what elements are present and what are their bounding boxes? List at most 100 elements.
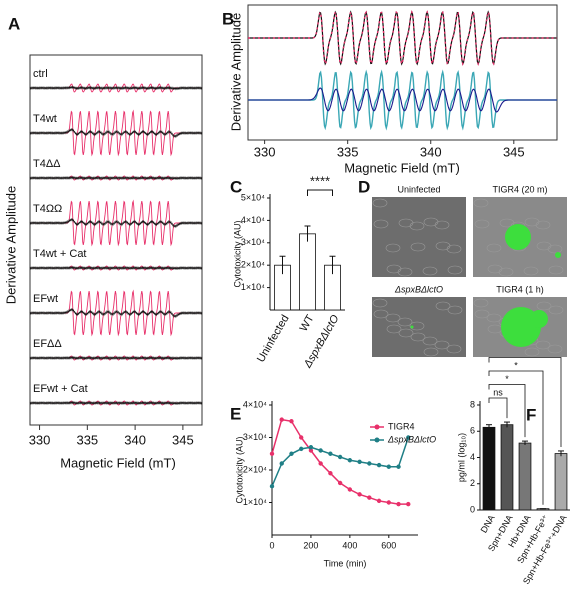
x-tick-label: 330	[254, 144, 276, 159]
trace-noise	[29, 265, 203, 271]
panel-label: F	[526, 405, 536, 424]
line	[271, 418, 409, 505]
trace-noise	[29, 175, 203, 181]
cell-texture	[486, 313, 502, 323]
y-tick-label: 2×10⁴	[243, 464, 267, 474]
cell-texture	[435, 301, 451, 311]
x-tick-label: Uninfected	[255, 313, 292, 365]
y-tick-label: 1×10⁴	[241, 282, 265, 292]
bar	[500, 424, 514, 511]
point	[367, 495, 372, 500]
x-tick-label: 345	[503, 144, 525, 159]
x-axis-label: Magnetic Field (mT)	[344, 160, 460, 175]
point	[347, 487, 353, 492]
point	[289, 419, 294, 424]
point	[299, 446, 304, 452]
point	[318, 448, 323, 453]
cell-texture	[535, 340, 551, 350]
image-label: TIGR4 (20 m)	[492, 184, 547, 194]
y-tick-label: 4×10⁴	[241, 215, 265, 225]
line	[271, 437, 410, 487]
trace	[248, 87, 557, 113]
point	[396, 501, 401, 507]
cell-texture	[473, 298, 489, 308]
x-tick-label: 200	[303, 540, 318, 550]
significance-label: ns	[493, 387, 503, 397]
micrograph	[372, 197, 466, 277]
cell-texture	[423, 347, 439, 357]
y-axis-label: Derivative Amplitude	[3, 186, 18, 305]
significance-bracket	[488, 397, 508, 419]
cell-texture	[548, 305, 564, 315]
point	[386, 464, 391, 469]
x-tick-label: 340	[124, 432, 146, 447]
point	[279, 417, 284, 422]
y-axis-label: Cytotoxicity (AU)	[232, 220, 242, 287]
point	[279, 461, 284, 466]
cell-texture	[536, 301, 552, 311]
y-tick-label: 8	[470, 399, 475, 409]
cell-texture	[385, 313, 401, 323]
cell-texture	[373, 309, 389, 319]
y-axis-label: Cytotoxicity (AU)	[234, 436, 244, 503]
bar	[482, 426, 496, 511]
cell-texture	[548, 265, 564, 275]
y-tick-label: 2	[470, 478, 475, 488]
cell-texture	[447, 305, 463, 315]
cell-texture	[398, 218, 414, 228]
point	[367, 461, 372, 466]
cell-texture	[446, 344, 462, 354]
point	[337, 480, 343, 486]
y-tick-label: 5×10⁴	[241, 192, 265, 202]
point	[318, 461, 323, 466]
cell-texture	[385, 243, 401, 253]
panel-label: E	[230, 404, 241, 423]
x-tick-label: DNA	[479, 513, 497, 534]
x-tick-label: 335	[337, 144, 359, 159]
point	[299, 435, 304, 440]
point	[396, 464, 401, 469]
x-tick-label: 400	[342, 540, 357, 550]
cell-texture	[487, 264, 503, 274]
bar	[554, 453, 568, 511]
cell-texture	[473, 198, 489, 208]
panel-label: D	[358, 177, 370, 196]
image-label: Uninfected	[397, 184, 440, 194]
cell-texture	[410, 242, 426, 252]
point	[357, 459, 362, 465]
point	[289, 451, 294, 456]
cell-texture	[386, 264, 402, 274]
trace-label: EFwt + Cat	[33, 383, 88, 395]
trace-label: EFΔΔ	[33, 338, 62, 350]
cell-texture	[410, 332, 426, 342]
cell-texture	[499, 218, 515, 228]
y-tick-label: 3×10⁴	[241, 237, 265, 247]
cell-texture	[422, 266, 438, 276]
cell-texture	[372, 298, 388, 308]
cell-texture	[386, 324, 402, 334]
significance-label: *	[505, 374, 509, 384]
y-axis-label: pg/ml (log₁₀)	[456, 433, 466, 482]
plot-frame	[29, 54, 203, 426]
cell-texture	[423, 217, 439, 227]
cell-texture	[524, 347, 540, 357]
point	[308, 445, 314, 450]
trace-noise	[29, 355, 203, 361]
point	[328, 451, 333, 456]
x-axis-label: Magnetic Field (mT)	[60, 455, 176, 470]
x-tick-label: WT	[298, 313, 317, 334]
legend-label: ΔspxBΔlctO	[387, 434, 436, 444]
point	[308, 448, 314, 453]
cell-texture	[547, 344, 563, 354]
significance-label: ****	[310, 173, 330, 188]
y-tick-label: 4×10⁴	[243, 399, 267, 409]
cell-texture	[486, 243, 502, 253]
x-tick-label: 0	[269, 540, 274, 550]
point	[376, 462, 382, 468]
bacteria	[410, 325, 414, 329]
x-tick-label: 345	[172, 432, 194, 447]
cell-texture	[372, 198, 388, 208]
point	[347, 458, 353, 463]
trace-noise	[29, 307, 203, 319]
